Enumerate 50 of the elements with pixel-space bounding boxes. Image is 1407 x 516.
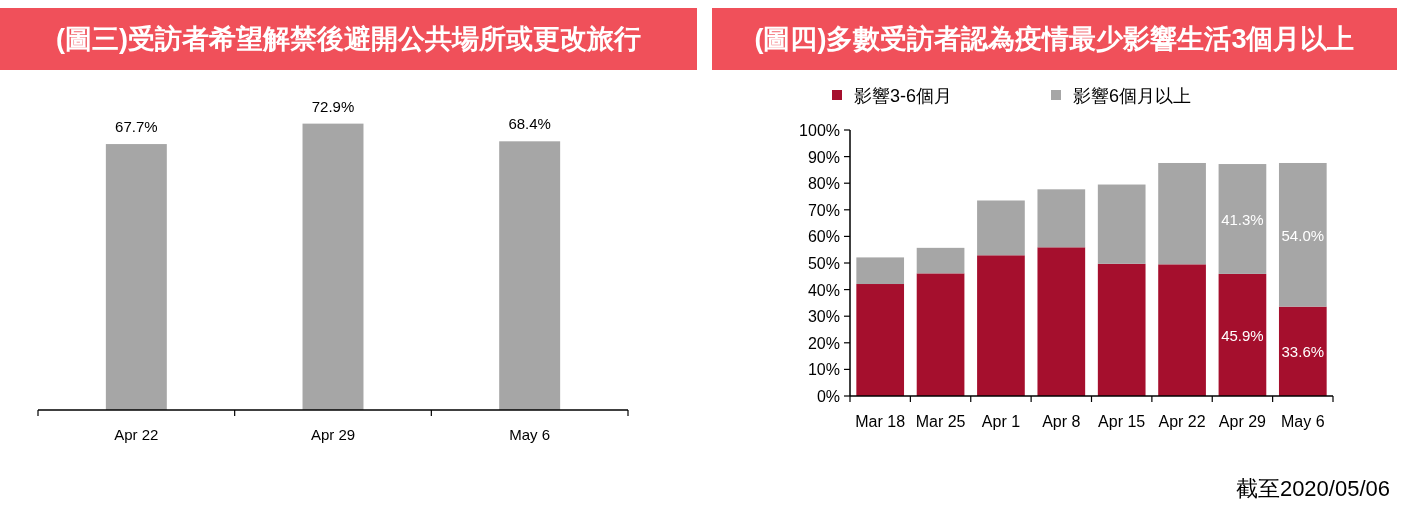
data-label: 33.6% [1281,343,1325,361]
bar [916,273,965,396]
data-label: 54.0% [1281,226,1325,244]
y-tick-label: 10% [807,361,840,379]
bar [1037,189,1086,248]
y-tick-label: 20% [807,334,840,352]
data-label: 67.7% [115,118,158,136]
bar [1218,164,1267,274]
x-tick-label: May 6 [509,426,551,443]
x-tick-label: May 6 [1281,413,1325,430]
data-label: 45.9% [1221,326,1264,344]
legend-label: 影響6個月以上 [1073,86,1192,106]
data-label: 68.4% [508,115,551,133]
bar [856,257,905,285]
bar [1218,273,1267,396]
bar [977,255,1025,396]
y-tick-label: 90% [807,148,840,166]
legend-label: 影響3-6個月 [854,86,953,106]
bar [1158,264,1206,396]
x-tick-label: Apr 29 [310,426,356,443]
x-tick-label: Apr 8 [1042,413,1081,430]
bar [1158,162,1206,265]
x-tick-label: Mar 25 [915,413,966,430]
x-tick-label: Apr 15 [1098,413,1146,430]
y-tick-label: 50% [807,255,840,272]
y-tick-label: 40% [807,281,840,299]
chart-title: (圖三)受訪者希望解禁後避開公共場所或更改旅行 [56,24,641,54]
bar [916,247,965,274]
bar [977,200,1025,256]
bar [1097,184,1146,264]
y-tick-label: 70% [807,201,840,219]
text: 截至2020/05/06 [1235,476,1390,501]
x-tick-label: Apr 29 [1218,413,1267,430]
y-tick-label: 30% [807,308,840,326]
y-tick-label: 80% [807,175,840,193]
bar [1278,306,1327,396]
y-tick-label: 100% [799,122,840,139]
bar [1037,247,1086,396]
data-label: 41.3% [1221,210,1264,228]
bar [1278,162,1327,307]
x-tick-label: Mar 18 [855,413,906,430]
y-tick-label: 0% [816,388,840,405]
bar [1097,263,1146,396]
x-tick-label: Apr 22 [114,426,159,443]
x-tick-label: Apr 22 [1158,413,1206,430]
bar [856,284,905,396]
chart-title: (圖四)多數受訪者認為疫情最少影響生活3個月以上 [754,24,1355,54]
data-label: 72.9% [311,97,355,115]
x-tick-label: Apr 1 [981,413,1021,430]
y-tick-label: 60% [807,228,840,246]
